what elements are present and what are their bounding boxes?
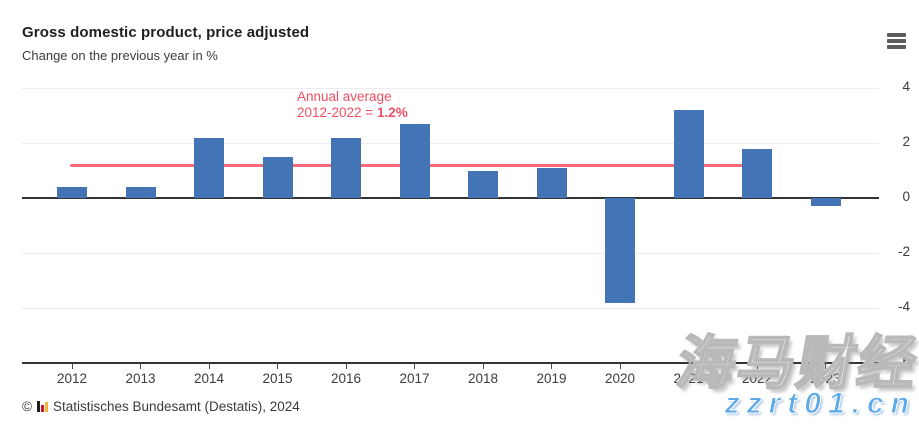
- x-tick-label-2020: 2020: [604, 371, 636, 386]
- x-tick-label-2021: 2021: [673, 371, 704, 386]
- bar-2019[interactable]: [536, 167, 567, 198]
- y-tick-label: 4: [902, 79, 910, 94]
- x-axis-tick: [756, 363, 758, 369]
- hamburger-bar: [887, 39, 906, 43]
- source-text: Statistisches Bundesamt (Destatis), 2024: [52, 399, 300, 414]
- x-tick-label-2017: 2017: [399, 371, 430, 386]
- source-line: © Statistisches Bundesamt (Destatis), 20…: [22, 399, 300, 414]
- x-axis-tick: [619, 363, 621, 369]
- x-tick-label-2015: 2015: [262, 371, 293, 386]
- average-annotation-line2: 2012-2022 = 1.2%: [297, 105, 408, 120]
- bar-2022[interactable]: [742, 148, 772, 198]
- x-tick-label-2013: 2013: [125, 371, 156, 386]
- bar-2017[interactable]: [399, 123, 430, 198]
- x-axis-tick: [140, 363, 141, 369]
- x-tick-label-2023: 2023: [810, 371, 841, 386]
- average-annotation-line1: Annual average: [297, 89, 392, 104]
- x-axis-tick: [71, 363, 73, 369]
- x-axis-tick: [482, 363, 484, 369]
- hamburger-menu-icon[interactable]: [887, 33, 906, 49]
- gridline: [22, 87, 879, 89]
- x-axis-tick: [551, 363, 552, 369]
- destatis-bars-icon: [36, 401, 48, 412]
- gridline: [22, 362, 879, 364]
- bar-2012[interactable]: [57, 187, 87, 198]
- gridline: [22, 307, 879, 309]
- x-axis-tick: [825, 363, 826, 369]
- bar-2016[interactable]: [331, 137, 361, 198]
- y-tick-label: 2: [902, 134, 910, 149]
- bar-2020[interactable]: [605, 198, 635, 303]
- x-tick-label-2019: 2019: [536, 371, 567, 386]
- page-title: Gross domestic product, price adjusted: [22, 24, 310, 41]
- hamburger-bar: [887, 33, 906, 37]
- x-axis-tick: [345, 363, 347, 369]
- x-tick-label-2018: 2018: [467, 371, 499, 386]
- x-tick-label-2016: 2016: [330, 371, 362, 386]
- bar-chart-plot-area: Annual average 2012-2022 = 1.2% 2012 2013…: [22, 75, 879, 386]
- x-axis-tick: [277, 363, 278, 369]
- x-axis-tick: [414, 363, 415, 369]
- x-tick-label-2012: 2012: [56, 371, 88, 386]
- bar-2014[interactable]: [194, 137, 224, 198]
- y-tick-label: -4: [897, 299, 910, 314]
- gridline: [22, 142, 879, 144]
- y-tick-label: -2: [897, 244, 910, 259]
- x-axis-tick: [208, 363, 210, 369]
- bar-2023[interactable]: [810, 198, 841, 207]
- hamburger-bar: [887, 45, 906, 49]
- bar-2015[interactable]: [262, 156, 293, 198]
- x-tick-label-2014: 2014: [193, 371, 225, 386]
- y-tick-label: 0: [902, 189, 910, 204]
- bar-2021[interactable]: [673, 110, 704, 198]
- x-axis-tick: [688, 363, 689, 369]
- zero-line: [22, 197, 879, 199]
- watermark-url-text: zzrt01.cn: [724, 387, 916, 421]
- bar-2013[interactable]: [125, 187, 156, 198]
- average-annotation: Annual average 2012-2022 = 1.2%: [297, 89, 408, 121]
- y-tick-label: -6: [897, 354, 910, 369]
- gridline: [22, 252, 879, 254]
- copyright-symbol: ©: [22, 399, 32, 414]
- x-tick-label-2022: 2022: [741, 371, 773, 386]
- page-subtitle: Change on the previous year in %: [22, 48, 218, 63]
- y-axis: 4 2 0 -2 -4 -6: [884, 75, 910, 369]
- bar-2018[interactable]: [468, 170, 498, 198]
